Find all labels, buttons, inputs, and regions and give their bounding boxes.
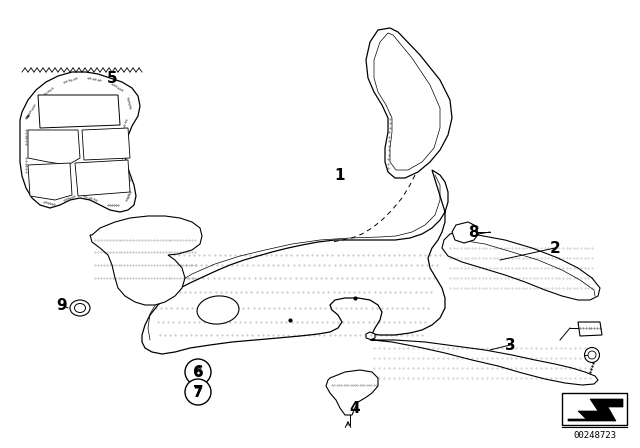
Polygon shape <box>452 222 478 243</box>
Polygon shape <box>366 332 598 385</box>
Polygon shape <box>38 95 120 128</box>
Polygon shape <box>28 130 80 165</box>
Polygon shape <box>28 163 72 200</box>
Polygon shape <box>366 28 452 178</box>
Text: 5: 5 <box>107 70 117 86</box>
Polygon shape <box>442 232 600 300</box>
Polygon shape <box>75 160 130 196</box>
Text: 7: 7 <box>194 385 202 399</box>
Text: 1: 1 <box>335 168 345 182</box>
Polygon shape <box>142 170 448 354</box>
Polygon shape <box>374 33 440 170</box>
Ellipse shape <box>74 303 86 313</box>
Text: 6: 6 <box>194 366 202 379</box>
Polygon shape <box>578 322 602 336</box>
Polygon shape <box>568 399 623 421</box>
Ellipse shape <box>588 351 596 359</box>
Text: 2: 2 <box>550 241 561 255</box>
Text: 00248723: 00248723 <box>573 431 616 439</box>
Bar <box>562 393 627 425</box>
Circle shape <box>185 379 211 405</box>
Ellipse shape <box>584 348 600 362</box>
Text: 3: 3 <box>505 337 515 353</box>
Text: 8: 8 <box>468 224 478 240</box>
Polygon shape <box>90 216 202 305</box>
Ellipse shape <box>197 296 239 324</box>
Circle shape <box>185 359 211 385</box>
Text: 7: 7 <box>193 384 204 400</box>
Text: 6: 6 <box>193 365 204 379</box>
Text: 9: 9 <box>57 297 67 313</box>
Polygon shape <box>20 72 140 212</box>
Ellipse shape <box>70 300 90 316</box>
Polygon shape <box>82 128 130 160</box>
Text: 4: 4 <box>349 401 360 415</box>
Polygon shape <box>326 370 378 415</box>
